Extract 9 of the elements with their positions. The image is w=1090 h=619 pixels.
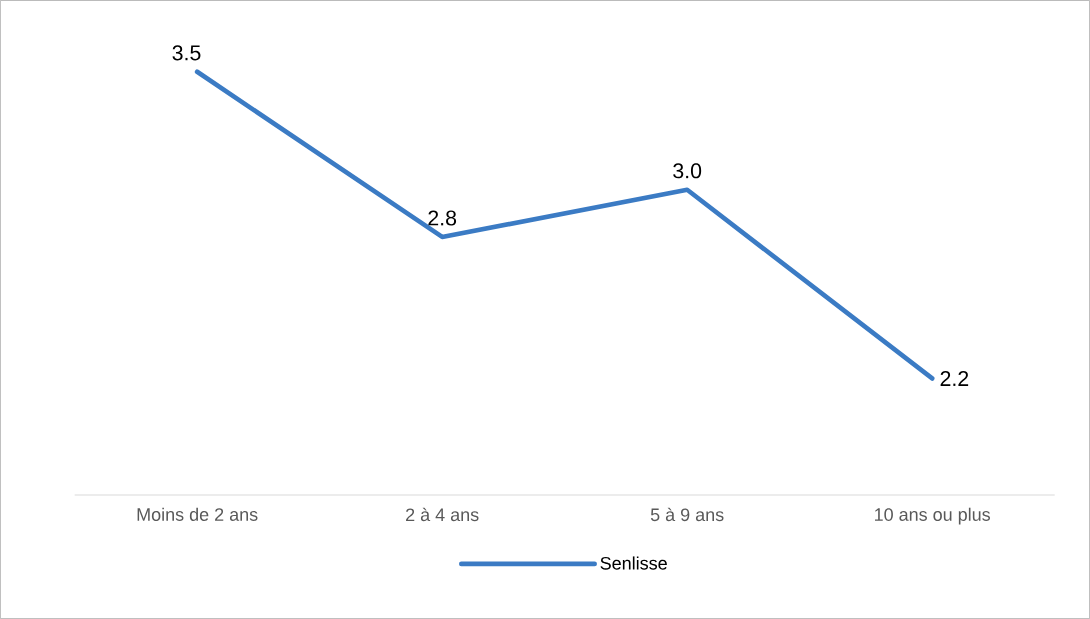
- data-label: 3.5: [172, 45, 201, 61]
- text: Senlisse: [600, 556, 667, 570]
- x-tick-label: Moins de 2 ans: [137, 507, 258, 521]
- x-tick-label: 2 à 4 ans: [406, 507, 479, 522]
- data-label: 2.2: [940, 371, 969, 386]
- x-tick-label: 5 à 9 ans: [650, 507, 724, 522]
- x-tick-label: 10 ans ou plus: [875, 507, 991, 525]
- data-label: 2.8: [428, 210, 457, 226]
- data-label: 3.0: [673, 163, 702, 179]
